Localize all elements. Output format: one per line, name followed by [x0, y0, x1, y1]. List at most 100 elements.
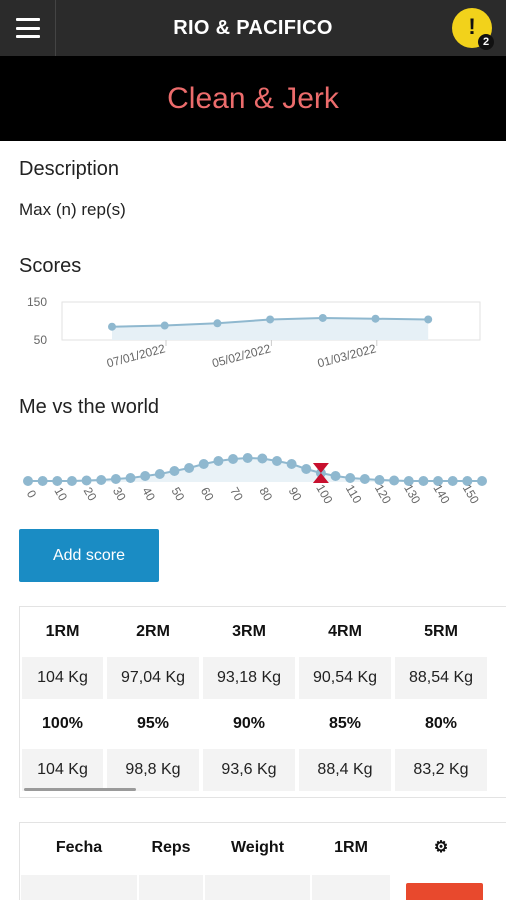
- world-point[interactable]: [359, 474, 370, 484]
- world-x-tick: 90: [286, 485, 305, 504]
- world-point[interactable]: [37, 476, 48, 486]
- gear-icon[interactable]: ⚙: [433, 839, 449, 856]
- rm-header-cell: 3RM: [232, 623, 266, 640]
- world-x-tick: 50: [169, 485, 188, 504]
- my-score-marker-icon[interactable]: [312, 463, 329, 483]
- world-point[interactable]: [403, 476, 414, 486]
- world-point[interactable]: [477, 476, 487, 486]
- world-point[interactable]: [110, 474, 121, 484]
- history-header-1rm[interactable]: 1RM: [334, 839, 368, 856]
- world-point[interactable]: [374, 475, 385, 485]
- scores-x-tick: 01/03/2022: [316, 341, 378, 370]
- rm-value-cell: 88,54 Kg: [395, 657, 487, 699]
- brand-title: RIO & PACIFICO: [173, 17, 333, 39]
- scores-x-tick: 07/01/2022: [105, 341, 167, 370]
- world-point[interactable]: [52, 476, 63, 486]
- world-point[interactable]: [286, 459, 297, 469]
- world-point[interactable]: [213, 456, 224, 466]
- scores-x-tick: 05/02/2022: [211, 341, 273, 370]
- scores-point[interactable]: [318, 313, 327, 322]
- world-point[interactable]: [125, 473, 136, 483]
- world-x-tick: 30: [110, 485, 129, 504]
- world-x-tick: 20: [81, 485, 100, 504]
- world-point[interactable]: [301, 464, 312, 474]
- title-banner: Clean & Jerk: [0, 56, 506, 141]
- percent-header-cell: 80%: [424, 715, 458, 732]
- percent-value-cell: 83,2 Kg: [395, 749, 487, 791]
- scores-point[interactable]: [266, 315, 275, 324]
- world-x-tick: 70: [227, 485, 246, 504]
- add-score-button[interactable]: Add score: [19, 529, 159, 582]
- world-area: [28, 458, 482, 482]
- scores-point[interactable]: [213, 319, 222, 328]
- world-x-tick: 140: [430, 482, 452, 507]
- table-row[interactable]: [20, 875, 391, 900]
- world-x-tick: 150: [460, 482, 482, 507]
- history-header: Fecha Reps Weight 1RM ⚙: [20, 823, 491, 873]
- menu-button[interactable]: [0, 0, 56, 56]
- percent-value-cell: 98,8 Kg: [107, 749, 199, 791]
- world-point[interactable]: [154, 469, 165, 479]
- world-point[interactable]: [447, 476, 458, 486]
- scores-area: [112, 317, 429, 340]
- world-point[interactable]: [140, 471, 151, 481]
- world-point[interactable]: [433, 476, 444, 486]
- world-point[interactable]: [257, 453, 268, 464]
- scores-point[interactable]: [371, 314, 380, 323]
- world-point[interactable]: [66, 476, 77, 486]
- world-point[interactable]: [198, 459, 209, 469]
- world-x-tick: 0: [24, 488, 40, 501]
- world-point[interactable]: [462, 476, 473, 486]
- scores-point[interactable]: [108, 322, 116, 331]
- history-header-reps[interactable]: Reps: [151, 839, 191, 856]
- description-text: Max (n) rep(s): [19, 200, 126, 219]
- scores-chart: 150 50 07/01/2022 05/02/2022 01/03/2022: [27, 295, 481, 370]
- world-point[interactable]: [169, 466, 180, 476]
- world-x-tick: 130: [401, 482, 423, 507]
- history-table: Fecha Reps Weight 1RM ⚙: [19, 822, 506, 900]
- world-point[interactable]: [184, 463, 195, 473]
- rm-header-cell: 5RM: [424, 623, 458, 640]
- world-point[interactable]: [228, 454, 239, 464]
- world-heading: Me vs the world: [19, 396, 160, 418]
- scores-point[interactable]: [160, 321, 169, 330]
- world-point[interactable]: [23, 476, 33, 486]
- horizontal-scrollbar[interactable]: [24, 788, 136, 791]
- scores-y-tick: 150: [27, 295, 47, 309]
- rm-header-cell: 4RM: [328, 623, 362, 640]
- percent-value-cell: 88,4 Kg: [299, 749, 391, 791]
- scores-point[interactable]: [424, 315, 433, 324]
- world-point[interactable]: [242, 453, 253, 463]
- history-cell: [312, 875, 390, 900]
- hamburger-icon: [15, 18, 40, 38]
- delete-button[interactable]: [406, 883, 483, 900]
- description-heading: Description: [19, 158, 120, 180]
- world-point[interactable]: [345, 473, 356, 483]
- history-header-fecha[interactable]: Fecha: [55, 839, 103, 856]
- rm-value-cell: 104 Kg: [22, 657, 103, 699]
- world-point[interactable]: [330, 471, 341, 481]
- history-header-weight[interactable]: Weight: [230, 839, 285, 856]
- scores-y-tick: 50: [34, 333, 48, 347]
- world-point[interactable]: [81, 475, 92, 486]
- alert-button[interactable]: ! 2: [452, 8, 494, 50]
- world-point[interactable]: [96, 475, 107, 485]
- world-point[interactable]: [389, 475, 400, 486]
- alert-count-badge: 2: [478, 34, 494, 50]
- rm-header-cell: 2RM: [136, 623, 170, 640]
- percent-header-cell: 100%: [42, 715, 83, 732]
- world-point[interactable]: [418, 476, 429, 486]
- world-x-tick: 40: [139, 485, 158, 504]
- alert-icon: !: [468, 14, 476, 39]
- page-title: Clean & Jerk: [167, 82, 339, 115]
- rm-value-cell: 97,04 Kg: [107, 657, 199, 699]
- scores-heading: Scores: [19, 255, 82, 277]
- world-x-tick: 100: [313, 482, 335, 507]
- percent-header-cell: 95%: [136, 715, 170, 732]
- world-chart: 0 10 20 30 40 50 60 70 80 90 100 110 120 130 140 150: [23, 453, 487, 507]
- rm-grid: 1RM 2RM 3RM 4RM 5RM 104 Kg 97,04 Kg 93,18 Kg 90,…: [20, 607, 489, 791]
- percent-header-cell: 85%: [328, 715, 362, 732]
- world-point[interactable]: [271, 456, 282, 466]
- top-bar: RIO & PACIFICO ! 2: [0, 0, 506, 56]
- history-cell: [139, 875, 203, 900]
